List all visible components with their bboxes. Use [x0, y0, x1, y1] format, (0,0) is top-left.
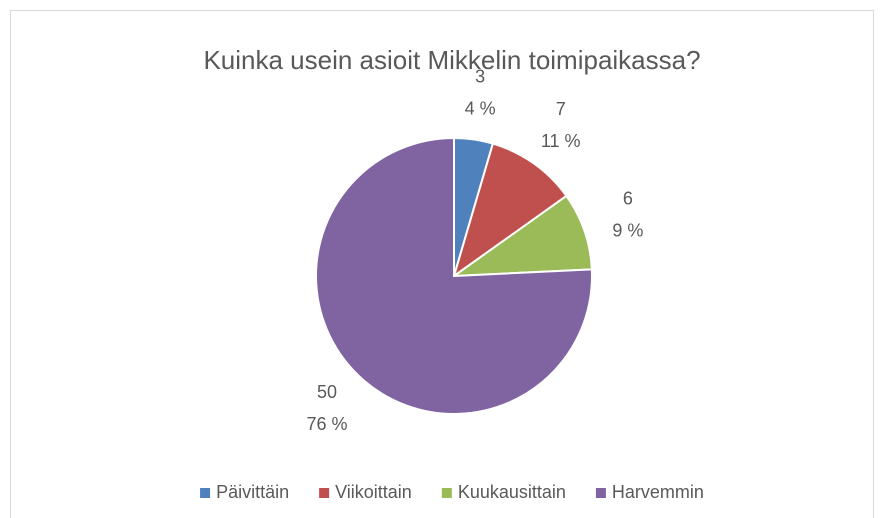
pie-slice	[452, 142, 568, 279]
legend-marker	[200, 488, 211, 498]
value-label: 50	[317, 382, 337, 402]
pie-slice	[315, 136, 593, 415]
legend-label: Harvemmin	[612, 482, 704, 502]
pie-slice	[450, 194, 593, 278]
chart-title: Kuinka usein asioit Mikkelin toimipaikas…	[203, 45, 700, 75]
legend-marker	[319, 488, 330, 498]
legend-label: Viikoittain	[335, 482, 412, 502]
percent-label: 76 %	[307, 414, 348, 434]
legend-marker	[441, 488, 452, 498]
percent-label: 4 %	[465, 99, 496, 119]
percent-label: 9 %	[612, 221, 643, 241]
percent-label: 11 %	[541, 131, 581, 151]
legend-label: Päivittäin	[216, 482, 289, 502]
legend-label: Kuukausittain	[458, 482, 566, 502]
value-label: 7	[556, 99, 566, 119]
value-label: 3	[475, 67, 485, 87]
legend-marker	[595, 488, 606, 498]
value-label: 6	[623, 189, 633, 209]
